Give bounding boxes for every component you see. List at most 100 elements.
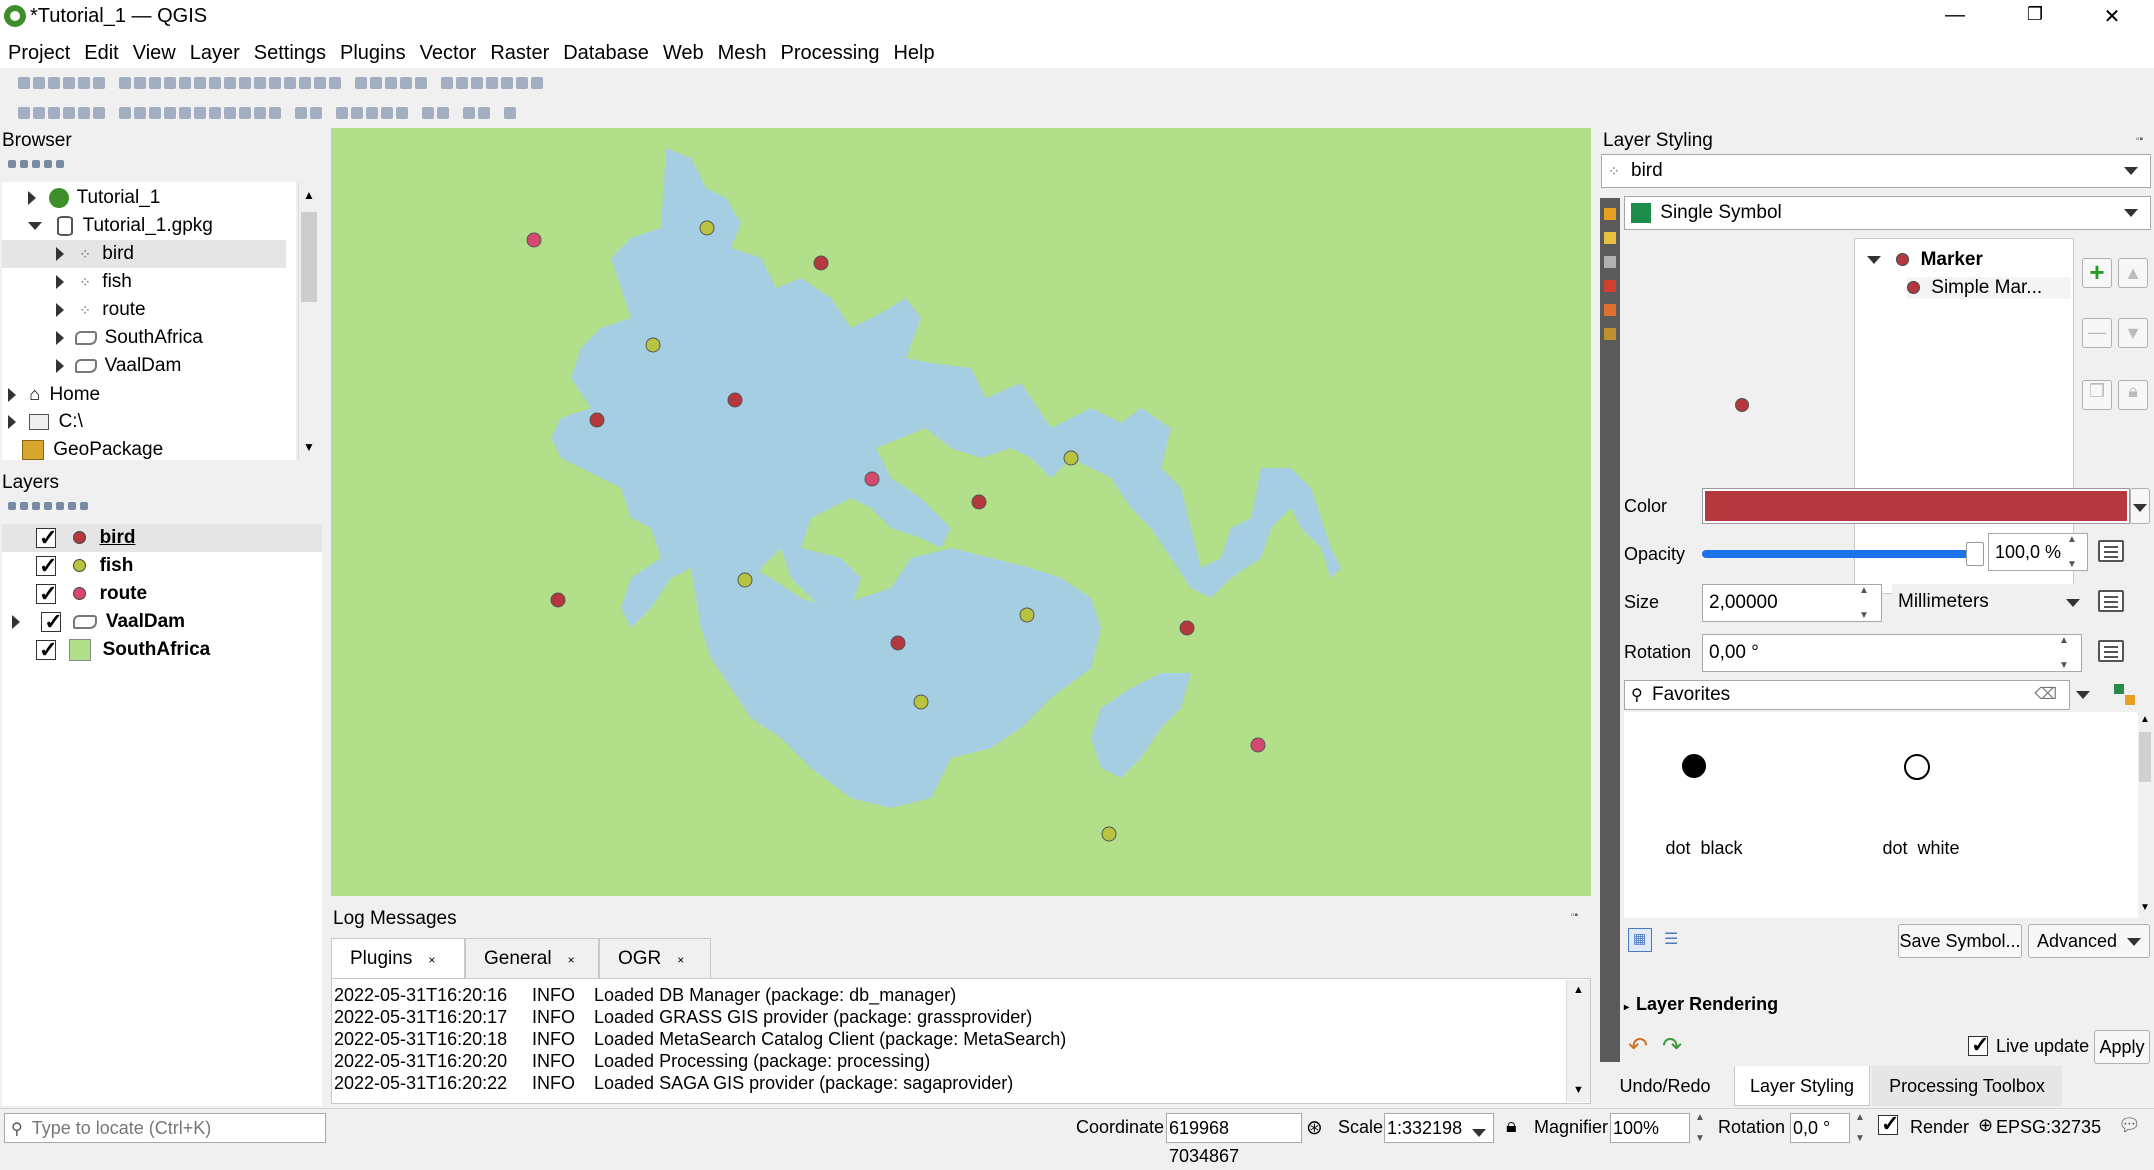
rotation-status-spinner[interactable] — [1852, 1111, 1872, 1145]
browser-item-bird[interactable]: ⁘ bird — [2, 240, 286, 268]
scroll-up-icon[interactable]: ▲ — [2140, 714, 2150, 725]
live-update-checkbox[interactable] — [1968, 1032, 1989, 1058]
dock-panel-icon[interactable] — [504, 107, 516, 119]
filter-legend-icon[interactable] — [44, 502, 52, 510]
undo-icon[interactable]: ↶ — [1628, 1033, 1649, 1060]
crs-icon[interactable]: ⊕ — [1978, 1115, 1994, 1135]
symbol-search-input[interactable]: ⚲ Favorites ⌫ — [1624, 680, 2070, 710]
layer-item-vaaldam[interactable]: VaalDam — [12, 608, 185, 636]
size-spinner[interactable] — [1856, 584, 1876, 622]
python-console-icon[interactable] — [463, 107, 475, 119]
pan-icon[interactable] — [119, 77, 131, 89]
layer-rendering-section[interactable]: ▸ Layer Rendering — [1624, 994, 1778, 1015]
style-manager-icon[interactable] — [2112, 682, 2138, 708]
toggle-extents-icon[interactable]: ⊛ — [1306, 1117, 1323, 1139]
scroll-up-icon[interactable]: ▲ — [303, 188, 315, 202]
layer-selector[interactable]: ⁘ bird — [1601, 154, 2151, 188]
expand-all-icon[interactable] — [56, 502, 64, 510]
show-bookmarks-icon[interactable] — [299, 77, 311, 89]
digitize-icon[interactable] — [164, 107, 176, 119]
save-symbol-button[interactable]: Save Symbol... — [1898, 924, 2022, 958]
labels-tab-icon[interactable] — [1604, 232, 1616, 244]
current-edits-icon[interactable] — [119, 107, 131, 119]
zoom-out-icon[interactable] — [164, 77, 176, 89]
menu-settings[interactable]: Settings — [253, 41, 327, 64]
zoom-full-icon[interactable] — [179, 77, 191, 89]
scroll-down-icon[interactable]: ▼ — [303, 440, 315, 454]
close-tab-icon[interactable]: × — [567, 953, 575, 967]
icon-view-button[interactable]: ▦ — [1628, 928, 1652, 952]
dock-float-icon[interactable]: ▫▪ — [1571, 910, 1579, 921]
log-tab-ogr[interactable]: OGR × — [599, 938, 711, 978]
fish-point[interactable] — [737, 572, 753, 588]
identify-icon[interactable] — [441, 77, 453, 89]
save-project-icon[interactable] — [48, 77, 60, 89]
scale-dropdown[interactable] — [1472, 1124, 1486, 1142]
data-defined-override-icon[interactable] — [2098, 590, 2124, 612]
pan-to-selection-icon[interactable] — [134, 77, 146, 89]
zoom-selection-icon[interactable] — [194, 77, 206, 89]
georeferencer-icon[interactable] — [437, 107, 449, 119]
clear-search-icon[interactable]: ⌫ — [2034, 686, 2057, 703]
layer-diagram-icon[interactable] — [336, 107, 348, 119]
bookmark-icon[interactable] — [284, 77, 296, 89]
close-button[interactable]: ✕ — [2103, 6, 2121, 28]
color-menu-button[interactable] — [2130, 488, 2150, 524]
rotate-label-icon[interactable] — [381, 107, 393, 119]
expand-arrow-icon[interactable] — [28, 190, 36, 205]
new-shapefile-icon[interactable] — [48, 107, 60, 119]
menu-raster[interactable]: Raster — [490, 41, 550, 64]
collapse-arrow-icon[interactable] — [28, 221, 42, 230]
layer-visibility-checkbox[interactable] — [36, 636, 57, 664]
collapse-all-icon[interactable] — [44, 160, 52, 168]
locator-input[interactable]: ⚲ Type to locate (Ctrl+K) — [4, 1113, 326, 1143]
masks-tab-icon[interactable] — [1604, 256, 1616, 268]
menu-plugins[interactable]: Plugins — [340, 41, 406, 64]
browser-item-fish[interactable]: ⁘ fish — [56, 268, 132, 296]
menu-layer[interactable]: Layer — [189, 41, 240, 64]
annotation-icon[interactable] — [516, 77, 528, 89]
add-group-icon[interactable] — [20, 502, 28, 510]
highlight-labels-icon[interactable] — [351, 107, 363, 119]
field-calculator-icon[interactable] — [471, 77, 483, 89]
route-point[interactable] — [864, 471, 880, 487]
dock-float-icon[interactable]: ▫▪ — [2136, 134, 2144, 145]
route-point[interactable] — [1250, 737, 1266, 753]
browser-item-southafrica[interactable]: SouthAfrica — [56, 324, 203, 352]
3d-view-tab-icon[interactable] — [1604, 280, 1616, 292]
save-as-icon[interactable] — [63, 77, 75, 89]
menu-help[interactable]: Help — [893, 41, 935, 64]
browser-item-c-drive[interactable]: C:\ — [8, 408, 83, 436]
rotation-input[interactable]: 0,00 ° — [1702, 634, 2082, 672]
move-up-button[interactable]: ▲ — [2118, 258, 2148, 288]
menu-mesh[interactable]: Mesh — [717, 41, 767, 64]
duplicate-layer-button[interactable]: ❐ — [2082, 380, 2112, 410]
close-tab-icon[interactable]: × — [677, 953, 685, 967]
filter-icon[interactable] — [32, 160, 40, 168]
menu-view[interactable]: View — [132, 41, 176, 64]
fish-point[interactable] — [1019, 607, 1035, 623]
new-project-icon[interactable] — [18, 77, 30, 89]
save-edits-icon[interactable] — [149, 107, 161, 119]
history-tab-icon[interactable] — [1604, 328, 1616, 340]
select-features-icon[interactable] — [355, 77, 367, 89]
tab-processing-toolbox[interactable]: Processing Toolbox — [1872, 1066, 2062, 1106]
statistics-icon[interactable] — [486, 77, 498, 89]
expand-arrow-icon[interactable] — [12, 614, 20, 629]
size-input[interactable]: 2,00000 — [1702, 584, 1882, 622]
scroll-up-icon[interactable]: ▲ — [1573, 984, 1584, 996]
temporal-icon[interactable] — [314, 77, 326, 89]
print-layout-icon[interactable] — [78, 77, 90, 89]
tab-undo-redo[interactable]: Undo/Redo — [1598, 1066, 1732, 1106]
layer-item-route[interactable]: route — [2, 580, 147, 608]
list-view-button[interactable]: ☰ — [1664, 931, 1679, 948]
bird-point[interactable] — [589, 412, 605, 428]
color-button[interactable] — [1702, 488, 2130, 524]
delete-selected-icon[interactable] — [194, 107, 206, 119]
opacity-spinner[interactable] — [2064, 533, 2084, 571]
minimize-button[interactable]: — — [1945, 4, 1965, 26]
browser-item-geopackage[interactable]: GeoPackage — [22, 436, 163, 464]
select-by-value-icon[interactable] — [370, 77, 382, 89]
menu-web[interactable]: Web — [662, 41, 704, 64]
opacity-slider-handle[interactable] — [1966, 542, 1984, 566]
